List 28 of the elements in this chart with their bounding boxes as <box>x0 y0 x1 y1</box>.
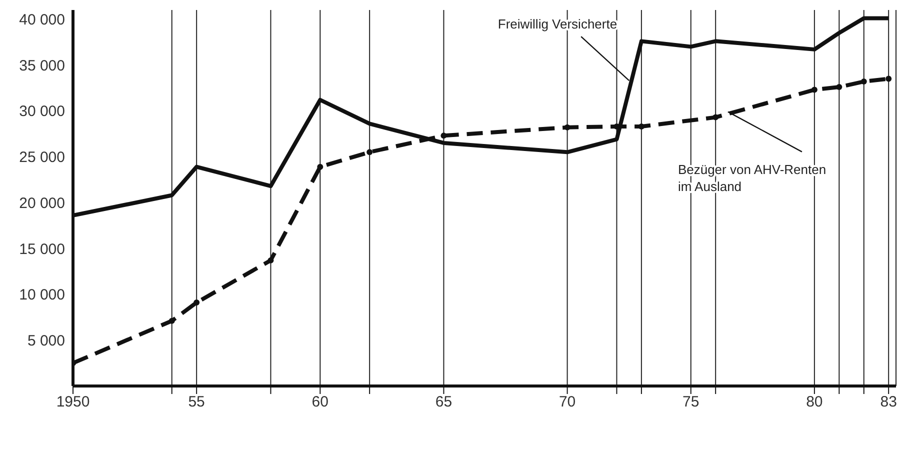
x-tick-label: 75 <box>682 394 700 411</box>
x-tick-label: 83 <box>880 394 897 411</box>
y-tick-label: 25 000 <box>19 149 65 166</box>
x-tick-label: 1950 <box>56 394 90 411</box>
x-tick-label: 70 <box>558 394 576 411</box>
y-tick-label: 30 000 <box>19 103 65 120</box>
y-tick-label: 15 000 <box>19 240 65 258</box>
y-tick-label: 20 000 <box>19 194 65 212</box>
point <box>366 149 373 156</box>
y-tick-label: 40 000 <box>19 11 65 28</box>
y-tick-label: 10 000 <box>19 286 65 304</box>
x-tick-label: 55 <box>188 394 205 411</box>
point <box>860 78 867 85</box>
point <box>194 300 200 306</box>
x-tick-label: 80 <box>806 394 823 411</box>
x-tick-label: 65 <box>435 394 452 411</box>
point <box>886 76 892 82</box>
point <box>440 132 447 139</box>
point <box>168 318 175 324</box>
point <box>317 164 324 170</box>
x-tick-label: 60 <box>312 394 328 411</box>
point <box>712 114 719 120</box>
y-tick-label: 5 000 <box>27 332 65 350</box>
y-tick-label: 35 000 <box>19 57 65 74</box>
point <box>836 84 842 90</box>
point <box>268 257 274 264</box>
point <box>811 86 818 93</box>
point <box>564 124 570 130</box>
